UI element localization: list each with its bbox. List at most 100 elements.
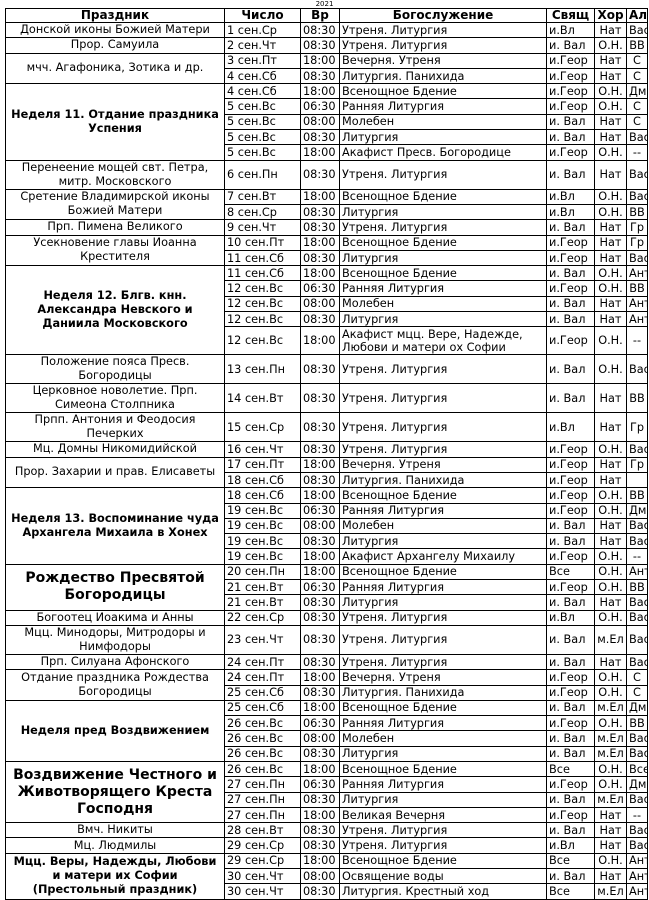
cell-altar: Гр xyxy=(626,234,648,251)
feast-name: Прор. Самуила xyxy=(5,37,225,54)
cell-choir: О.Н. xyxy=(594,760,627,778)
cell-time: 08:30 xyxy=(300,471,340,489)
cell-time: 08:30 xyxy=(300,837,340,854)
cell-service: Освящение воды xyxy=(339,868,547,885)
cell-priest: и.Вл xyxy=(546,21,595,39)
table-row: Богоотец Иоакима и Анны 22 сен.Ср 08:30 Утр… xyxy=(5,609,648,626)
cell-service: Ранняя Литургия xyxy=(339,280,547,297)
feast-name: Прор. Захарии и прав. Елисаветы xyxy=(5,456,225,489)
cell-choir: О.Н. xyxy=(594,684,627,701)
cell-priest: и.Геор xyxy=(546,280,595,297)
cell-priest: и. Вал xyxy=(546,868,595,885)
cell-date: 3 сен.Пт xyxy=(224,52,301,69)
cell-choir: Нат xyxy=(594,471,627,489)
cell-time: 06:30 xyxy=(300,715,340,732)
cell-altar: Дм xyxy=(626,502,648,519)
feast-name: Неделя 12. Блгв. кнн. Александра Невског… xyxy=(5,265,225,356)
cell-altar: -- xyxy=(626,144,648,161)
cell-date: 25 сен.Сб xyxy=(224,699,301,717)
cell-time: 08:30 xyxy=(300,37,340,54)
cell-priest: Все xyxy=(546,563,595,581)
cell-service: Всенощное Бдение xyxy=(339,563,547,581)
cell-time: 08:30 xyxy=(300,653,340,671)
cell-time: 18:00 xyxy=(300,806,340,824)
cell-choir: м.Ел xyxy=(594,791,627,808)
table-row: Сретение Владимирской иконы Божией Матер… xyxy=(5,188,648,221)
cell-service: Молебен xyxy=(339,517,547,535)
feast-name: Мцц. Веры, Надежды, Любови и матери их С… xyxy=(5,852,225,900)
cell-service: Утреня. Литургия xyxy=(339,441,547,458)
cell-date: 20 сен.Пн xyxy=(224,563,301,581)
feast-name: Прп. Пимена Великого xyxy=(5,219,225,236)
cell-priest: и. Вал xyxy=(546,311,595,328)
cell-altar: Вас xyxy=(626,129,648,146)
cell-priest: и. Вал xyxy=(546,383,595,414)
cell-date: 4 сен.Сб xyxy=(224,83,301,100)
cell-date: 26 сен.Вс xyxy=(224,745,301,762)
cell-choir: м.Ел xyxy=(594,745,627,762)
cell-altar: Вас xyxy=(626,822,648,839)
cell-choir: О.Н. xyxy=(594,265,627,282)
cell-choir: Нат xyxy=(594,249,627,267)
table-row: Положение пояса Пресв. Богородицы 13 сен.… xyxy=(5,354,648,385)
cell-priest: и.Геор xyxy=(546,579,595,596)
cell-priest: и.Геор xyxy=(546,326,595,356)
table-row: Прор. Самуила 2 сен.Чт 08:30 Утреня. Литург… xyxy=(5,37,648,54)
cell-altar: С xyxy=(626,67,648,85)
cell-date: 4 сен.Сб xyxy=(224,67,301,85)
cell-service: Литургия xyxy=(339,249,547,267)
cell-time: 18:00 xyxy=(300,83,340,100)
feast-name: Мц. Домны Никомидийской xyxy=(5,441,225,458)
cell-date: 11 сен.Сб xyxy=(224,249,301,267)
cell-choir: Нат xyxy=(594,456,627,473)
cell-time: 08:30 xyxy=(300,822,340,839)
cell-altar: ВВ xyxy=(626,487,648,504)
feast-name: Прпп. Антония и Феодосия Печерких xyxy=(5,412,225,443)
cell-choir: О.Н. xyxy=(594,441,627,458)
cell-priest: и. Вал xyxy=(546,354,595,385)
cell-service: Акафист Пресв. Богородице xyxy=(339,144,547,161)
schedule-table: Праздник Число Вр Богослужение Свящ Хор … xyxy=(5,8,648,900)
cell-service: Утреня. Литургия xyxy=(339,653,547,671)
cell-altar: Вас xyxy=(626,249,648,267)
cell-time: 08:30 xyxy=(300,624,340,655)
cell-altar: ВВ xyxy=(626,203,648,221)
cell-date: 5 сен.Вс xyxy=(224,129,301,146)
cell-choir: О.Н. xyxy=(594,280,627,297)
cell-choir: м.Ел xyxy=(594,624,627,655)
cell-date: 27 сен.Пн xyxy=(224,776,301,793)
cell-service: Утреня. Литургия xyxy=(339,609,547,626)
cell-date: 1 сен.Ср xyxy=(224,21,301,39)
cell-time: 06:30 xyxy=(300,776,340,793)
cell-priest: и. Вал xyxy=(546,699,595,717)
feast-name: Положение пояса Пресв. Богородицы xyxy=(5,354,225,385)
cell-altar: ВВ xyxy=(626,280,648,297)
cell-time: 08:30 xyxy=(300,203,340,221)
cell-choir: О.Н. xyxy=(594,852,627,870)
cell-date: 26 сен.Вс xyxy=(224,760,301,778)
cell-date: 7 сен.Вт xyxy=(224,188,301,205)
cell-altar: Ант xyxy=(626,311,648,328)
cell-altar: С xyxy=(626,113,648,131)
cell-service: Литургия xyxy=(339,129,547,146)
cell-choir: Нат xyxy=(594,129,627,146)
cell-choir: О.Н. xyxy=(594,83,627,100)
cell-choir: Нат xyxy=(594,67,627,85)
cell-time: 08:30 xyxy=(300,883,340,900)
cell-choir: О.Н. xyxy=(594,37,627,54)
cell-date: 6 сен.Пн xyxy=(224,159,301,190)
cell-date: 22 сен.Ср xyxy=(224,609,301,626)
cell-service: Утреня. Литургия xyxy=(339,21,547,39)
cell-altar: Вас xyxy=(626,745,648,762)
cell-date: 17 сен.Пт xyxy=(224,456,301,473)
cell-priest: и. Вал xyxy=(546,791,595,808)
feast-name: Неделя 13. Воспоминание чуда Архангела М… xyxy=(5,487,225,565)
cell-time: 18:00 xyxy=(300,188,340,205)
cell-date: 26 сен.Вс xyxy=(224,730,301,747)
cell-time: 06:30 xyxy=(300,579,340,596)
table-row: Прп. Пимена Великого 9 сен.Чт 08:30 Утреня.… xyxy=(5,219,648,236)
